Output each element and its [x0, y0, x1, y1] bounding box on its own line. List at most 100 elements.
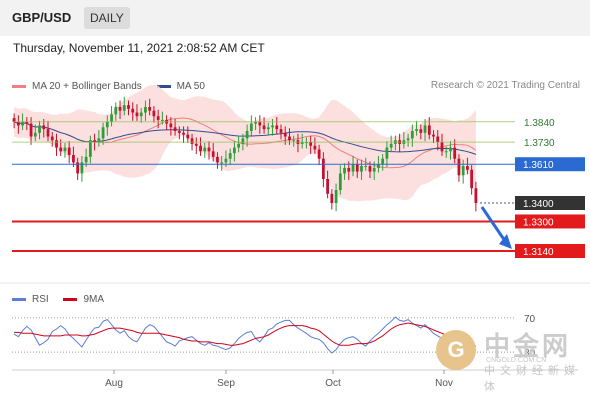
candle-body	[410, 131, 414, 139]
candle-body	[67, 147, 71, 155]
level-label: 1.3610	[523, 160, 554, 171]
rsi-level-label: 70	[524, 314, 536, 325]
candle-body	[228, 153, 232, 159]
candle-body	[46, 129, 50, 137]
x-tick-label: Sep	[217, 378, 235, 389]
candle-body	[321, 158, 325, 179]
candle-body	[148, 107, 152, 111]
candle-body	[457, 158, 461, 176]
candle-body	[203, 147, 207, 152]
candle-body	[419, 129, 423, 133]
candle-body	[271, 125, 274, 128]
candle-body	[21, 121, 24, 126]
level-label: 1.3400	[523, 199, 554, 210]
candle-body	[470, 169, 474, 189]
candle-body	[440, 142, 444, 152]
timestamp: Thursday, November 11, 2021 2:08:52 AM C…	[13, 41, 265, 55]
candle-body	[474, 188, 478, 203]
candle-body	[347, 167, 351, 172]
candle-body	[233, 147, 236, 154]
candle-body	[377, 164, 380, 168]
candle-body	[72, 155, 75, 163]
watermark-url: CNGOLD.COM.CN	[486, 357, 547, 364]
candle-body	[114, 107, 118, 115]
candle-body	[461, 166, 465, 176]
timeframe-badge[interactable]: DAILY	[84, 7, 130, 29]
candle-body	[173, 127, 177, 131]
candle-body	[190, 138, 194, 144]
candle-body	[241, 138, 245, 144]
candle-body	[254, 121, 257, 124]
candle-body	[381, 158, 385, 165]
candle-body	[25, 121, 29, 124]
candle-body	[80, 162, 84, 174]
candle-body	[105, 121, 109, 128]
candle-body	[93, 140, 97, 143]
candle-body	[368, 166, 372, 172]
candle-body	[334, 190, 338, 203]
candle-body	[258, 121, 262, 126]
candle-body	[389, 143, 393, 148]
candle-body	[266, 127, 270, 130]
candle-body	[364, 166, 368, 168]
legend-ma20: MA 20 + Bollinger Bands	[12, 81, 142, 92]
candle-body	[29, 123, 33, 137]
credit-text: Research © 2021 Trading Central	[430, 80, 580, 91]
forecast-arrow	[480, 206, 507, 242]
candle-body	[275, 125, 279, 130]
level-label: 1.3300	[523, 217, 554, 228]
candle-body	[12, 118, 16, 122]
candle-body	[317, 149, 321, 159]
candle-body	[385, 147, 389, 159]
level-label: 1.3730	[524, 138, 555, 149]
level-tag	[515, 214, 585, 229]
watermark-brand: 中金网	[484, 331, 572, 361]
candle-body	[97, 138, 101, 143]
candle-body	[38, 125, 41, 133]
candle-body	[199, 145, 202, 152]
candle-body	[84, 156, 88, 163]
legend-ma50: MA 50	[156, 81, 205, 92]
candle-body	[444, 151, 448, 153]
candle-body	[372, 167, 376, 172]
candle-body	[177, 131, 181, 133]
candle-body	[76, 162, 80, 174]
candle-body	[16, 121, 20, 126]
candle-body	[50, 136, 54, 141]
candle-body	[300, 142, 304, 144]
candle-body	[33, 132, 37, 137]
legend-9ma-label: 9MA	[83, 294, 105, 305]
candle-body	[207, 147, 211, 152]
candle-body	[160, 119, 164, 121]
candle-body	[279, 129, 283, 133]
candle-body	[245, 131, 249, 139]
candle-body	[216, 156, 219, 163]
candle-body	[122, 105, 126, 111]
level-tag	[515, 244, 585, 258]
instrument-title: GBP/USD	[12, 10, 72, 25]
candle-body	[283, 132, 287, 137]
rsi-ma-line	[14, 322, 476, 347]
legend-rsi-label: RSI	[32, 294, 49, 305]
candle-body	[194, 143, 198, 146]
candle-body	[343, 167, 346, 174]
candle-body	[101, 127, 105, 139]
legend-rsi-swatch	[12, 298, 26, 301]
candle-body	[292, 140, 296, 142]
candle-body	[355, 164, 359, 172]
rsi-level-label: 30	[524, 348, 536, 359]
candle-body	[432, 134, 435, 137]
candle-body	[55, 140, 58, 148]
legend-ma50-label: MA 50	[176, 81, 205, 92]
legend-9ma-swatch	[63, 298, 78, 301]
watermark-logo-icon: G	[436, 330, 476, 370]
candle-body	[156, 116, 160, 120]
candle-body	[262, 125, 266, 130]
candle-body	[338, 173, 342, 191]
candle-body	[131, 108, 135, 113]
candle-body	[288, 136, 291, 141]
x-tick-label: Oct	[325, 378, 341, 389]
watermark-slogan: 中文财经新媒体	[484, 365, 580, 393]
level-tag	[515, 196, 585, 210]
